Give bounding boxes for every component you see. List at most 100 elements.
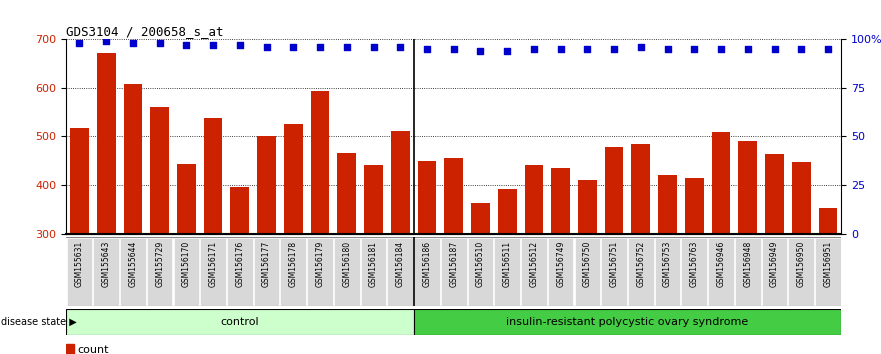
Bar — [792, 161, 811, 234]
Bar — [123, 84, 142, 234]
Bar — [204, 118, 223, 234]
Point — [206, 42, 220, 47]
Bar — [685, 178, 704, 234]
Bar — [418, 161, 436, 234]
Bar — [712, 132, 730, 234]
Point — [447, 46, 461, 51]
Point — [821, 46, 835, 51]
FancyBboxPatch shape — [494, 238, 520, 306]
Text: GSM156180: GSM156180 — [343, 241, 352, 287]
Point — [180, 42, 194, 47]
FancyBboxPatch shape — [147, 238, 173, 306]
Text: GSM156753: GSM156753 — [663, 241, 672, 287]
FancyBboxPatch shape — [628, 238, 654, 306]
Bar — [632, 144, 650, 234]
Bar — [66, 344, 74, 354]
FancyBboxPatch shape — [708, 238, 734, 306]
Point — [233, 42, 247, 47]
FancyBboxPatch shape — [815, 238, 840, 306]
Bar — [70, 127, 89, 234]
Bar — [311, 91, 329, 234]
Text: GSM156181: GSM156181 — [369, 241, 378, 287]
Text: GSM156171: GSM156171 — [209, 241, 218, 287]
FancyBboxPatch shape — [574, 238, 600, 306]
FancyBboxPatch shape — [788, 238, 814, 306]
Point — [72, 40, 86, 46]
Bar — [524, 165, 544, 234]
FancyBboxPatch shape — [200, 238, 226, 306]
Point — [607, 46, 621, 51]
FancyBboxPatch shape — [227, 238, 253, 306]
Text: disease state ▶: disease state ▶ — [1, 317, 77, 327]
Bar — [498, 189, 516, 234]
Point — [340, 44, 354, 50]
Point — [633, 44, 648, 50]
Bar — [738, 141, 757, 234]
Bar — [658, 175, 677, 234]
Point — [794, 46, 808, 51]
Bar — [177, 164, 196, 234]
FancyBboxPatch shape — [602, 238, 627, 306]
Text: GSM156750: GSM156750 — [583, 241, 592, 287]
FancyBboxPatch shape — [254, 238, 279, 306]
Bar — [766, 154, 784, 234]
Text: GSM156950: GSM156950 — [796, 241, 806, 287]
Text: GSM156949: GSM156949 — [770, 241, 779, 287]
Text: GSM156752: GSM156752 — [636, 241, 646, 287]
Point — [767, 46, 781, 51]
Text: GSM156946: GSM156946 — [716, 241, 726, 287]
Point — [714, 46, 728, 51]
Point — [260, 44, 274, 50]
Point — [366, 44, 381, 50]
Point — [527, 46, 541, 51]
Text: count: count — [78, 346, 108, 354]
Point — [420, 46, 434, 51]
FancyBboxPatch shape — [174, 238, 199, 306]
Text: control: control — [220, 317, 259, 327]
Text: GDS3104 / 200658_s_at: GDS3104 / 200658_s_at — [66, 25, 224, 38]
Point — [500, 48, 515, 53]
FancyBboxPatch shape — [360, 238, 387, 306]
Text: GSM156186: GSM156186 — [423, 241, 432, 287]
FancyBboxPatch shape — [67, 238, 93, 306]
Bar — [578, 179, 596, 234]
Bar — [284, 124, 303, 234]
Text: GSM156511: GSM156511 — [503, 241, 512, 287]
Point — [687, 46, 701, 51]
FancyBboxPatch shape — [735, 238, 760, 306]
Bar — [818, 208, 837, 234]
Text: GSM156176: GSM156176 — [235, 241, 244, 287]
Point — [152, 40, 167, 46]
FancyBboxPatch shape — [468, 238, 493, 306]
Bar — [231, 187, 249, 234]
Text: GSM156177: GSM156177 — [262, 241, 271, 287]
FancyBboxPatch shape — [280, 238, 306, 306]
FancyBboxPatch shape — [66, 309, 413, 335]
Bar — [391, 131, 410, 234]
Bar — [257, 136, 276, 234]
Point — [313, 44, 327, 50]
Text: GSM156749: GSM156749 — [556, 241, 565, 287]
Text: GSM156187: GSM156187 — [449, 241, 458, 287]
FancyBboxPatch shape — [414, 238, 440, 306]
FancyBboxPatch shape — [120, 238, 145, 306]
FancyBboxPatch shape — [413, 309, 841, 335]
FancyBboxPatch shape — [682, 238, 707, 306]
Point — [126, 40, 140, 46]
Point — [581, 46, 595, 51]
Point — [286, 44, 300, 50]
FancyBboxPatch shape — [655, 238, 680, 306]
Point — [661, 46, 675, 51]
Text: GSM156178: GSM156178 — [289, 241, 298, 287]
Text: GSM156179: GSM156179 — [315, 241, 324, 287]
Bar — [552, 168, 570, 234]
FancyBboxPatch shape — [93, 238, 119, 306]
Text: GSM155729: GSM155729 — [155, 241, 164, 287]
Bar — [604, 147, 624, 234]
Text: GSM156184: GSM156184 — [396, 241, 404, 287]
Point — [393, 44, 407, 50]
Text: GSM156751: GSM156751 — [610, 241, 618, 287]
FancyBboxPatch shape — [440, 238, 467, 306]
FancyBboxPatch shape — [307, 238, 333, 306]
FancyBboxPatch shape — [548, 238, 574, 306]
